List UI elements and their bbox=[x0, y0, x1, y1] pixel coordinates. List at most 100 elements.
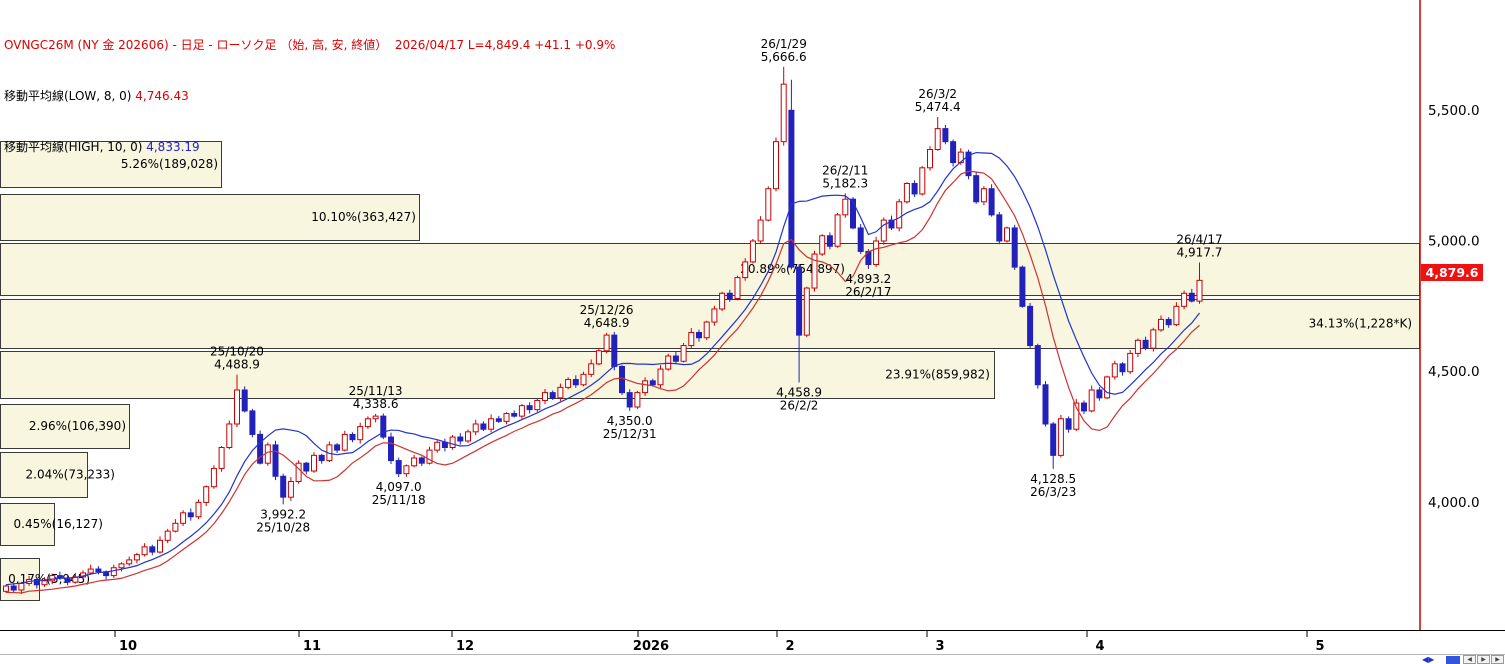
candle-body bbox=[357, 426, 364, 441]
candle-body bbox=[896, 201, 903, 229]
candle-body bbox=[1004, 227, 1010, 242]
month-label: 4 bbox=[1095, 639, 1104, 654]
candle-body bbox=[49, 575, 56, 582]
candle-body bbox=[426, 449, 433, 464]
chart-header: OVNGC26M (NY 金 202606) - 日足 - ローソク足 （始, … bbox=[4, 3, 615, 190]
candle-body bbox=[834, 214, 841, 247]
candle-body bbox=[1073, 402, 1080, 430]
price-marker-layer: 4,879.6 bbox=[1421, 263, 1483, 281]
candle-body bbox=[411, 457, 418, 467]
swing-annotation-line1: 4,893.2 bbox=[845, 272, 891, 286]
candle-body bbox=[95, 568, 102, 573]
scrollbar-thumb[interactable] bbox=[1446, 656, 1460, 664]
horizontal-scrollbar[interactable]: ◀▶ ◀ ▶ ▶ bbox=[0, 654, 1505, 664]
candle-body bbox=[1034, 345, 1041, 386]
price-tick-label: 5,500.0 bbox=[1428, 103, 1480, 119]
scrollbar-left-button[interactable]: ◀ bbox=[1463, 655, 1476, 664]
candle-body bbox=[1158, 318, 1164, 331]
ma-low-value: 4,746.43 bbox=[135, 89, 189, 103]
candle-body bbox=[788, 109, 795, 268]
candle-body bbox=[449, 436, 456, 449]
candle-body bbox=[542, 392, 548, 401]
candle-body bbox=[595, 350, 602, 365]
candle-body bbox=[210, 467, 217, 488]
candle-body bbox=[272, 444, 279, 477]
candle-body bbox=[133, 554, 140, 561]
candle-body bbox=[341, 433, 348, 451]
candle-body bbox=[3, 585, 9, 592]
swing-annotation-line2: 4,338.6 bbox=[353, 397, 399, 411]
candle-body bbox=[264, 444, 271, 464]
volume-profile-label: 5.26%(189,028) bbox=[121, 157, 218, 171]
swing-annotation-line1: 26/3/2 bbox=[918, 87, 957, 101]
month-label: 10 bbox=[119, 639, 137, 654]
moving-average-layer bbox=[5, 151, 1200, 594]
candle-body bbox=[1111, 363, 1118, 378]
candle-body bbox=[773, 141, 779, 190]
candle-body bbox=[1104, 376, 1111, 399]
candle-body bbox=[33, 579, 40, 586]
candle-body bbox=[965, 151, 972, 177]
candle-body bbox=[749, 240, 756, 263]
volume-profile-layer: 5.26%(189,028) 10.10%(363,427) 20.89%(754,… bbox=[0, 141, 1420, 601]
candle-body bbox=[311, 454, 317, 472]
volume-profile-band bbox=[0, 299, 1420, 349]
candle-body bbox=[1011, 227, 1018, 268]
candle-body bbox=[195, 501, 202, 518]
month-label: 11 bbox=[303, 639, 321, 654]
candle-body bbox=[303, 462, 310, 472]
month-label: 2 bbox=[785, 639, 794, 654]
candle-body bbox=[903, 182, 910, 203]
candle-body bbox=[711, 308, 718, 323]
scrollbar-mini-arrows-icon[interactable]: ◀▶ bbox=[1422, 655, 1435, 664]
candle-body bbox=[241, 389, 248, 412]
swing-annotation-line1: 25/10/20 bbox=[210, 345, 264, 359]
swing-annotation-line2: 4,648.9 bbox=[584, 316, 630, 330]
candle-body bbox=[280, 475, 287, 498]
candles-layer bbox=[3, 66, 1203, 594]
candle-body bbox=[157, 539, 163, 553]
volume-profile-band bbox=[0, 141, 222, 188]
candle-body bbox=[1027, 305, 1034, 347]
volume-profile-band bbox=[0, 452, 88, 498]
swing-annotation-line2: 5,474.4 bbox=[915, 100, 961, 114]
candle-body bbox=[257, 433, 264, 464]
scrollbar-right-button[interactable]: ▶ bbox=[1477, 655, 1490, 664]
swing-annotation-line2: 26/2/2 bbox=[780, 398, 819, 412]
candle-body bbox=[811, 253, 818, 289]
candle-body bbox=[796, 266, 803, 336]
candle-body bbox=[1050, 423, 1057, 456]
candle-body bbox=[87, 568, 94, 574]
volume-profile-band bbox=[0, 194, 420, 241]
month-label: 12 bbox=[456, 639, 474, 654]
candle-body bbox=[149, 546, 156, 553]
candle-body bbox=[757, 219, 764, 242]
instrument-title: OVNGC26M (NY 金 202606) - 日足 - ローソク足 （始, … bbox=[4, 38, 616, 52]
price-tick-label: 5,000.0 bbox=[1428, 234, 1480, 250]
candle-body bbox=[765, 188, 772, 221]
current-price-badge bbox=[1421, 263, 1483, 281]
candle-body bbox=[110, 567, 117, 577]
candle-body bbox=[1173, 305, 1180, 326]
candle-body bbox=[572, 379, 579, 386]
annotations-layer: 25/10/204,488.93,992.225/10/2825/11/134,… bbox=[210, 37, 1223, 535]
volume-profile-band bbox=[0, 243, 1420, 296]
swing-annotation-line2: 25/11/18 bbox=[372, 493, 426, 507]
candle-body bbox=[1181, 292, 1188, 307]
candle-body bbox=[1127, 352, 1134, 373]
swing-annotation-line1: 4,128.5 bbox=[1030, 472, 1076, 486]
swing-annotation-line2: 25/12/31 bbox=[603, 427, 657, 441]
candle-body bbox=[234, 389, 240, 425]
swing-annotation-line2: 26/3/23 bbox=[1030, 485, 1076, 499]
scrollbar-end-button[interactable]: ▶ bbox=[1491, 655, 1504, 664]
candle-body bbox=[218, 447, 225, 469]
candle-body bbox=[672, 355, 679, 362]
swing-annotation-line1: 26/2/11 bbox=[822, 163, 868, 177]
candle-body bbox=[1134, 339, 1141, 354]
candle-body bbox=[919, 167, 926, 195]
candle-body bbox=[1057, 418, 1064, 456]
candle-body bbox=[603, 334, 610, 352]
candle-body bbox=[172, 522, 179, 532]
candle-body bbox=[565, 379, 572, 388]
